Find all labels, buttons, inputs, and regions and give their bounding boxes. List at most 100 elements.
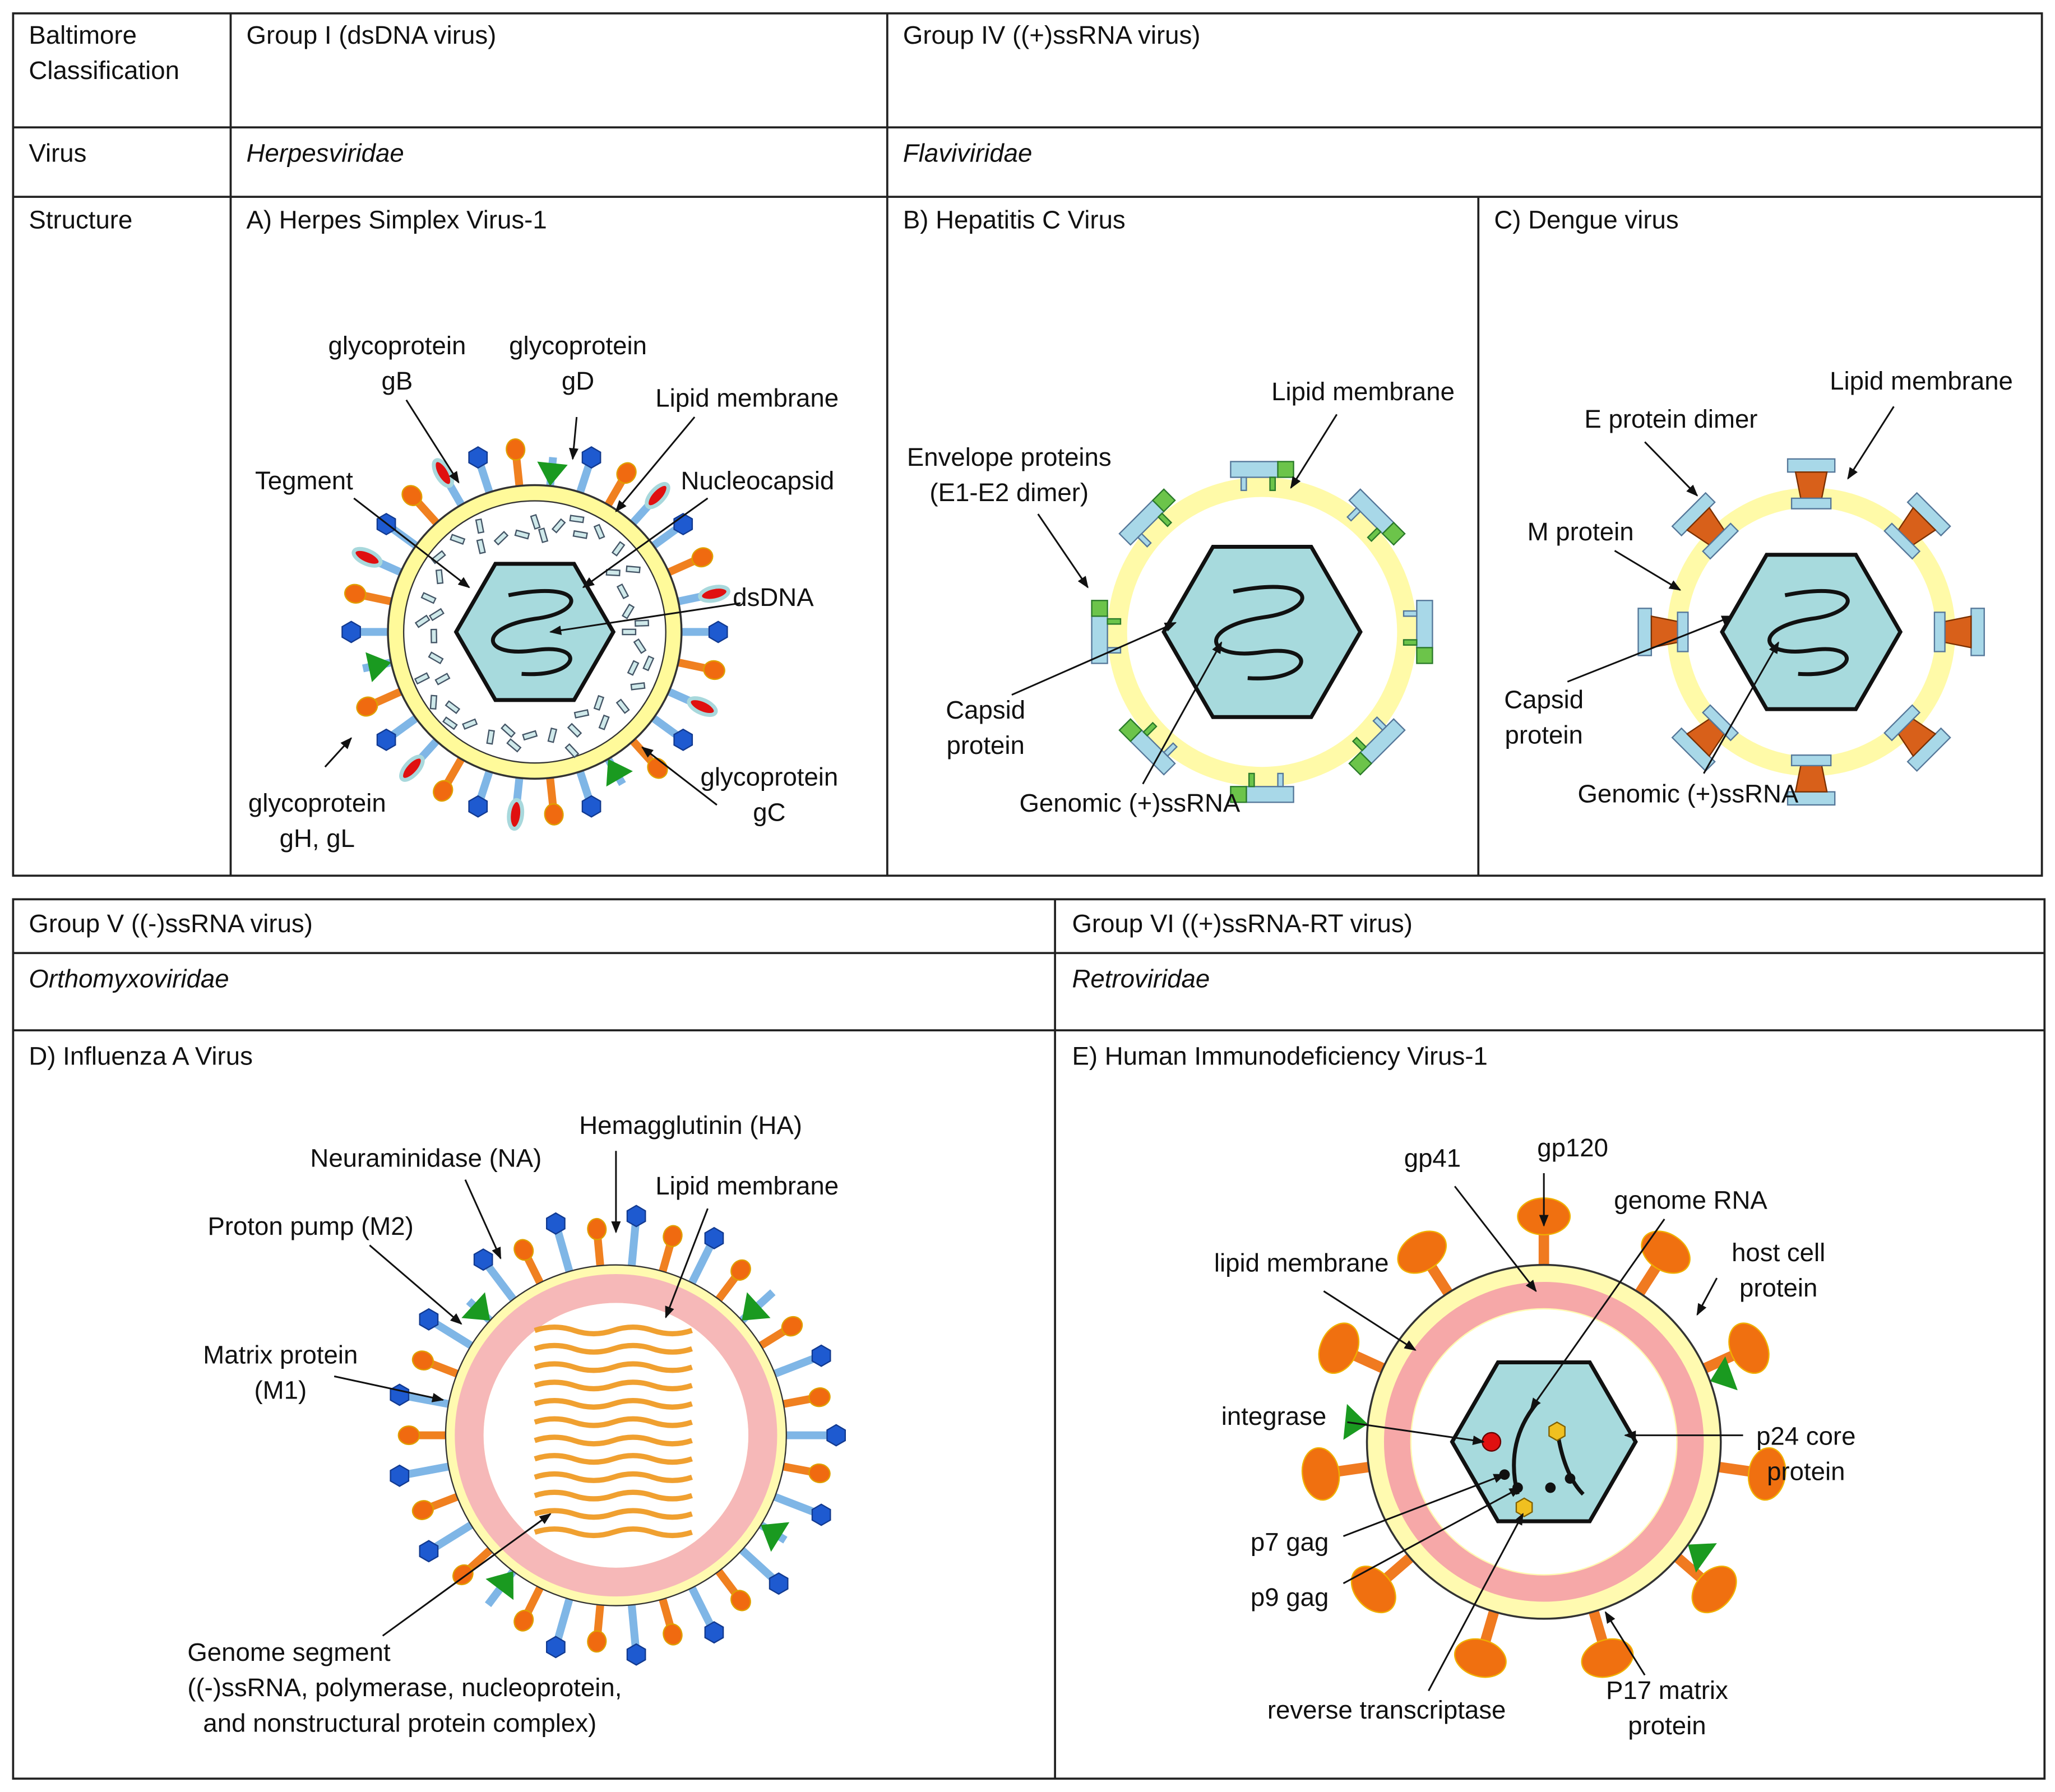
stem xyxy=(1352,737,1367,752)
tegment xyxy=(551,518,566,534)
row-label: Baltimore xyxy=(29,21,137,49)
pointer-arrow xyxy=(615,416,696,512)
pointer-arrow xyxy=(1604,1611,1646,1676)
spike xyxy=(783,1462,813,1476)
structure-label: Envelope proteins xyxy=(907,443,1112,471)
rna xyxy=(490,589,573,677)
e-protein xyxy=(1883,704,1951,772)
tegment xyxy=(564,743,580,758)
gp120 xyxy=(1728,1322,1770,1374)
tegment xyxy=(462,718,478,730)
spike xyxy=(554,1598,573,1641)
row-label: Virus xyxy=(29,138,86,167)
structure-label: M protein xyxy=(1528,517,1634,546)
tegment xyxy=(501,723,516,738)
tegment xyxy=(567,723,582,738)
spike xyxy=(372,688,402,707)
genome-segment xyxy=(534,1325,693,1336)
structure-label: Hemagglutinin (HA) xyxy=(579,1111,802,1140)
pointer-arrow xyxy=(1567,615,1734,683)
tegment xyxy=(598,714,610,730)
gag xyxy=(1545,1482,1556,1493)
e-protein xyxy=(1671,704,1739,772)
spike-head xyxy=(704,1621,724,1644)
gp41 xyxy=(1427,1265,1453,1296)
stem xyxy=(1346,507,1362,522)
structure-label: Tegment xyxy=(255,466,353,495)
spike xyxy=(594,1237,604,1266)
genome-segment xyxy=(534,1416,693,1428)
e1 xyxy=(1118,718,1143,743)
spike-head xyxy=(587,1630,607,1653)
tegment xyxy=(634,619,650,627)
stem xyxy=(1248,772,1255,788)
spike-head xyxy=(365,652,391,683)
pointer-arrow xyxy=(1614,550,1682,591)
spike-head xyxy=(769,1572,789,1595)
e-dimer xyxy=(1790,497,1832,510)
gp41 xyxy=(1674,1553,1704,1582)
tegment xyxy=(506,738,522,753)
capsid xyxy=(453,562,616,702)
spike xyxy=(604,478,626,507)
pointer-arrow xyxy=(1847,406,1895,480)
pointer-arrow xyxy=(569,416,578,460)
reverse-transcriptase xyxy=(1515,1497,1533,1517)
tegment xyxy=(593,524,605,540)
tegment xyxy=(429,694,438,710)
spike-head xyxy=(626,1205,646,1228)
spike xyxy=(433,1521,474,1550)
structure-label: and nonstructural protein complex) xyxy=(203,1708,596,1737)
gp120 xyxy=(1350,1566,1396,1614)
gp41 xyxy=(1353,1351,1385,1373)
spike-head xyxy=(419,1540,439,1563)
spike xyxy=(659,1598,674,1628)
pointer-arrow xyxy=(1142,641,1223,785)
structure-label: Genomic (+)ssRNA xyxy=(1577,780,1798,808)
structure-label: P17 matrix xyxy=(1606,1676,1728,1705)
tegment xyxy=(435,569,444,585)
e-protein xyxy=(1933,608,1985,656)
pointer-arrow xyxy=(353,497,470,589)
protease xyxy=(1548,1421,1566,1442)
pointer-arrow xyxy=(1037,513,1089,589)
tegment xyxy=(626,565,641,573)
pointer-arrow xyxy=(405,399,460,484)
tegment xyxy=(514,529,530,540)
spike xyxy=(414,498,439,526)
e1 xyxy=(1277,461,1294,478)
spike-head xyxy=(344,584,367,604)
pointer-arrow xyxy=(1290,414,1338,489)
spike-head xyxy=(1343,1404,1368,1440)
spike xyxy=(651,715,679,739)
pointer-arrow xyxy=(1011,622,1177,696)
structure-label: host cell xyxy=(1732,1238,1825,1267)
group-label: Group I (dsDNA virus) xyxy=(247,21,497,49)
spike xyxy=(476,770,493,800)
tegment xyxy=(414,672,431,685)
tegment xyxy=(475,518,485,534)
bottom-table xyxy=(12,898,2046,1780)
spike-head xyxy=(473,1248,493,1271)
e2 xyxy=(1230,461,1279,478)
family-label: Herpesviridae xyxy=(247,138,404,167)
structure-label: Proton pump (M2) xyxy=(207,1212,413,1240)
spike-head xyxy=(663,1623,683,1646)
e-protein xyxy=(1883,492,1951,560)
spike-head xyxy=(742,1292,771,1321)
structure-label: Capsid xyxy=(1504,685,1584,714)
spike-head xyxy=(687,696,718,717)
e-dimer xyxy=(1790,754,1832,767)
pointer-arrow xyxy=(382,1513,552,1637)
rna xyxy=(1214,585,1304,680)
structure-label: gB xyxy=(382,367,413,395)
spike-head xyxy=(397,1425,420,1446)
spike xyxy=(715,1274,739,1302)
e-protein xyxy=(1786,458,1836,510)
family-label: Retroviridae xyxy=(1072,964,1210,993)
tegment xyxy=(445,700,461,715)
tegment xyxy=(573,709,590,719)
spike-head xyxy=(537,461,568,486)
gp120 xyxy=(1747,1447,1786,1501)
structure-label: genome RNA xyxy=(1614,1186,1767,1214)
